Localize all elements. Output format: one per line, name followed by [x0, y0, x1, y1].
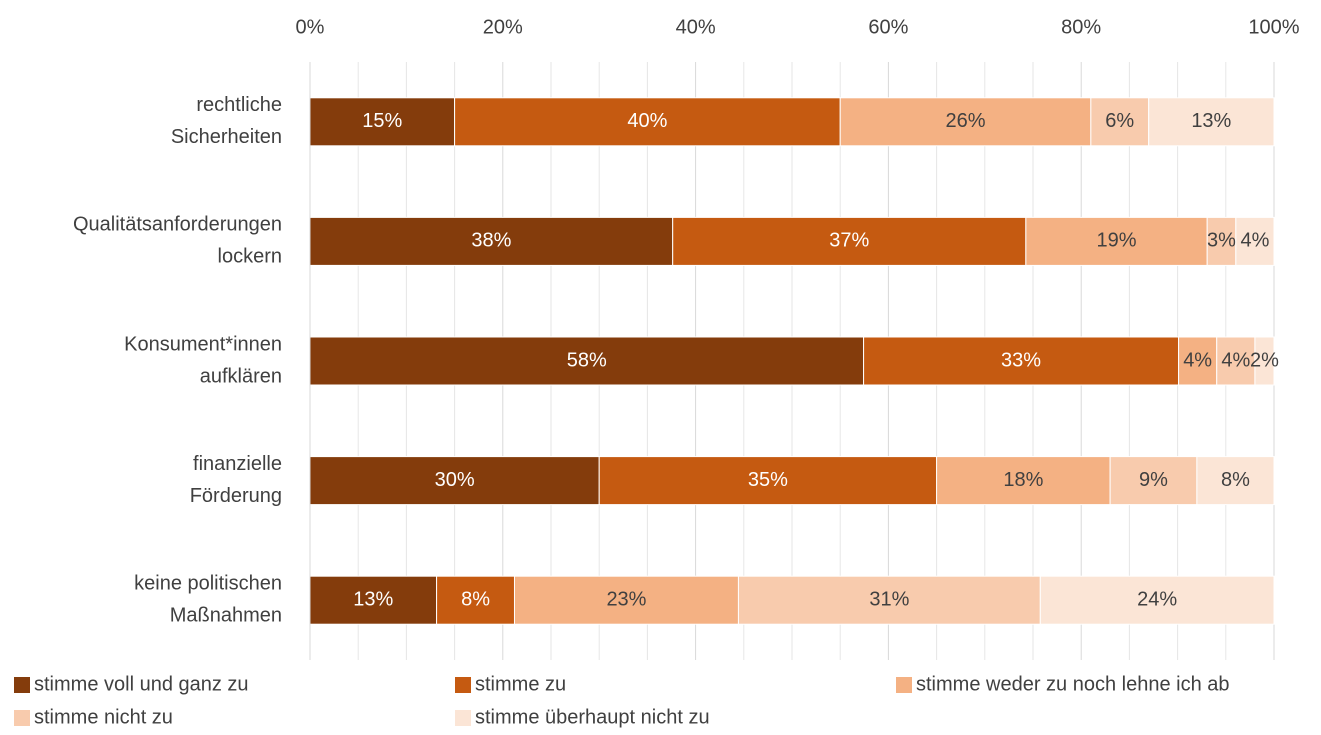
- data-label: 30%: [435, 469, 475, 491]
- category-label: lockern: [218, 246, 282, 268]
- bar-segment: [1206, 216, 1237, 266]
- bar-segment: [1235, 216, 1275, 266]
- legend-label: stimme zu: [475, 673, 566, 695]
- bar-segment: [309, 216, 674, 266]
- legend-swatch: [455, 677, 471, 693]
- x-tick-label: 0%: [296, 16, 325, 38]
- category-label: aufklären: [200, 365, 282, 387]
- category-label: Sicherheiten: [171, 126, 282, 148]
- category-label: Konsument*innen: [124, 333, 282, 355]
- category-label: finanzielle: [193, 453, 282, 475]
- legend-swatch: [896, 677, 912, 693]
- x-tick-label: 40%: [676, 16, 716, 38]
- bar-segment: [309, 336, 865, 386]
- legend-swatch: [14, 710, 30, 726]
- data-label: 26%: [946, 110, 986, 132]
- data-label: 4%: [1221, 349, 1250, 371]
- data-label: 4%: [1240, 230, 1269, 252]
- category-label: Qualitätsanforderungen: [73, 214, 282, 236]
- data-label: 3%: [1207, 230, 1236, 252]
- bar-segment: [1039, 575, 1275, 625]
- data-label: 31%: [869, 588, 909, 610]
- data-label: 4%: [1183, 349, 1212, 371]
- legend-label: stimme voll und ganz zu: [34, 673, 249, 695]
- bar-segment: [936, 456, 1111, 506]
- data-label: 23%: [606, 588, 646, 610]
- data-label: 13%: [1191, 110, 1231, 132]
- x-tick-label: 80%: [1061, 16, 1101, 38]
- data-label: 40%: [627, 110, 667, 132]
- bar-segment: [1025, 216, 1208, 266]
- x-tick-label: 20%: [483, 16, 523, 38]
- data-label: 58%: [567, 349, 607, 371]
- bar-segment: [1178, 336, 1218, 386]
- data-label: 6%: [1105, 110, 1134, 132]
- bar-segment: [1090, 97, 1150, 147]
- data-label: 15%: [362, 110, 402, 132]
- bar-segment: [1216, 336, 1256, 386]
- bar-segment: [1254, 336, 1275, 386]
- legend-swatch: [14, 677, 30, 693]
- data-label: 18%: [1003, 469, 1043, 491]
- bar-segment: [513, 575, 739, 625]
- legend-swatch: [455, 710, 471, 726]
- category-label: Förderung: [190, 485, 282, 507]
- data-label: 33%: [1001, 349, 1041, 371]
- bar-segment: [1109, 456, 1198, 506]
- data-label: 19%: [1096, 230, 1136, 252]
- category-label: Maßnahmen: [170, 604, 282, 626]
- bar-segment: [436, 575, 515, 625]
- bar-segment: [309, 456, 600, 506]
- data-label: 13%: [353, 588, 393, 610]
- bar-segment: [737, 575, 1041, 625]
- data-label: 35%: [748, 469, 788, 491]
- bar-segment: [863, 336, 1180, 386]
- category-label: keine politischen: [134, 572, 282, 594]
- legend-label: stimme weder zu noch lehne ich ab: [916, 673, 1230, 695]
- data-label: 8%: [461, 588, 490, 610]
- category-label: rechtliche: [196, 94, 282, 116]
- data-label: 37%: [829, 230, 869, 252]
- bar-segment: [598, 456, 938, 506]
- legend-label: stimme überhaupt nicht zu: [475, 706, 710, 728]
- legend-label: stimme nicht zu: [34, 706, 173, 728]
- data-label: 8%: [1221, 469, 1250, 491]
- x-tick-label: 60%: [868, 16, 908, 38]
- data-label: 9%: [1139, 469, 1168, 491]
- bar-segment: [1148, 97, 1275, 147]
- data-label: 24%: [1137, 588, 1177, 610]
- data-label: 38%: [471, 230, 511, 252]
- data-label: 2%: [1250, 349, 1279, 371]
- bar-segment: [1196, 456, 1275, 506]
- x-tick-label: 100%: [1248, 16, 1299, 38]
- bar-segment: [839, 97, 1092, 147]
